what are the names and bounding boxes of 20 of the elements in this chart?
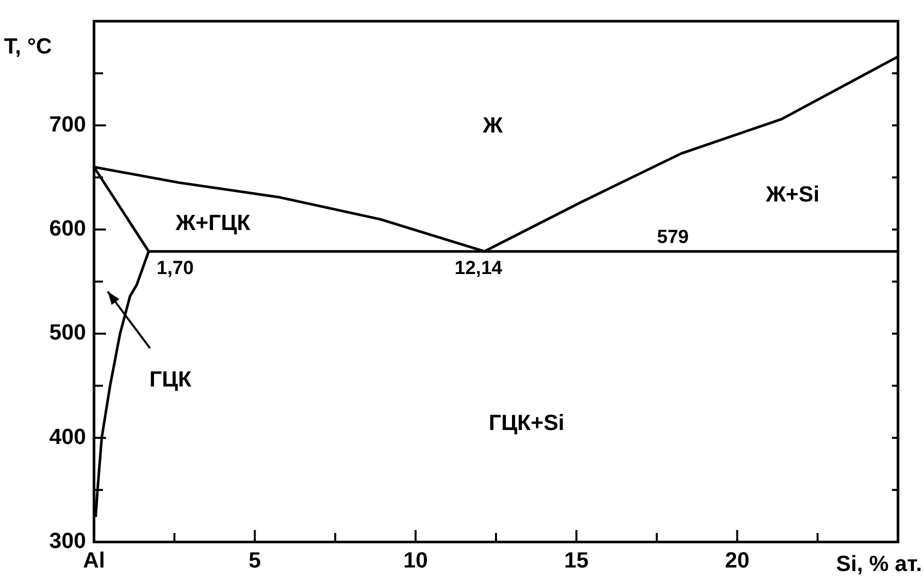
y-tick-label: 500: [49, 320, 86, 345]
annotation: Ж+ГЦК: [174, 210, 251, 235]
annotation: 1,70: [156, 258, 194, 280]
y-tick-label: 400: [49, 424, 86, 449]
annotation: 579: [657, 227, 689, 248]
annotation: Ж: [482, 112, 503, 138]
x-tick-label: 10: [403, 547, 428, 572]
annotation: Ж+Si: [764, 182, 820, 207]
x-tick-label: Al: [83, 547, 105, 572]
x-tick-label: 5: [248, 547, 261, 572]
x-tick-label: 20: [724, 547, 750, 572]
y-tick-label: 300: [49, 528, 86, 554]
y-axis-title: T, °C: [4, 33, 52, 58]
annotation: ГЦК: [149, 366, 192, 392]
y-tick-label: 700: [49, 111, 86, 136]
x-tick-label: 15: [564, 547, 589, 572]
x-axis-title: Si, % ат.: [836, 551, 922, 576]
y-tick-label: 600: [49, 216, 86, 241]
annotation: 12,14: [454, 258, 503, 280]
annotation: ГЦК+Si: [488, 410, 564, 435]
